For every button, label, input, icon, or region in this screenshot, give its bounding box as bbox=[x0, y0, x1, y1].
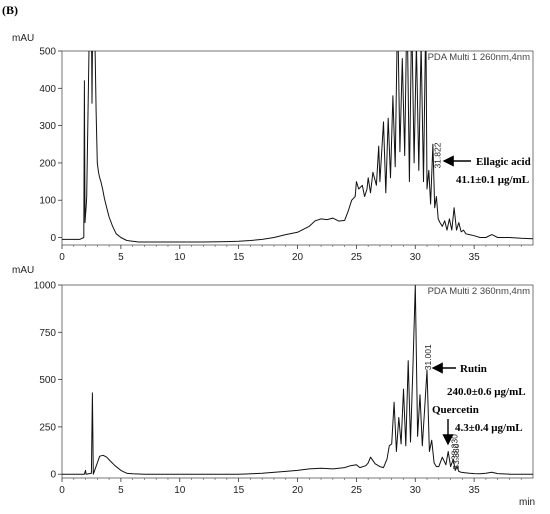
peak-label: 33.230 bbox=[449, 434, 459, 460]
chart-260nm: 0 100 200 300 400 500 0 5 10 15 20 25 30 35 mAU PDA Mul… bbox=[12, 33, 534, 263]
peak-label: 31.822 bbox=[433, 142, 443, 168]
x-tick-label: 20 bbox=[292, 485, 304, 496]
x-tick-label: 15 bbox=[233, 252, 245, 263]
x-tick-label: 20 bbox=[292, 252, 304, 263]
plot-frame bbox=[61, 284, 534, 479]
x-tick-label: 10 bbox=[174, 252, 186, 263]
detector-title: PDA Multi 1 260nm,4nm bbox=[428, 52, 531, 63]
x-tick-label: 0 bbox=[59, 485, 65, 496]
y-axis-unit: mAU bbox=[12, 265, 34, 276]
x-tick-label: 25 bbox=[351, 485, 363, 496]
panel-label: (B) bbox=[2, 3, 18, 17]
y-tick-label: 750 bbox=[39, 328, 56, 339]
y-axis-unit: mAU bbox=[12, 33, 34, 44]
plot-frame bbox=[61, 50, 534, 246]
x-tick-label: 5 bbox=[118, 485, 124, 496]
compound-concentration: 41.1±0.1 μg/mL bbox=[456, 174, 529, 186]
x-tick-label: 25 bbox=[351, 252, 363, 263]
compound-name: Quercetin bbox=[432, 404, 479, 416]
compound-name: Rutin bbox=[460, 363, 487, 375]
compound-concentration: 4.3±0.4 μg/mL bbox=[455, 422, 523, 434]
chromatogram-trace bbox=[62, 285, 533, 475]
x-tick-label: 5 bbox=[118, 252, 124, 263]
x-tick-label: 30 bbox=[410, 485, 422, 496]
y-tick-label: 500 bbox=[39, 47, 56, 58]
y-tick-label: 0 bbox=[50, 233, 56, 244]
y-tick-label: 1000 bbox=[34, 281, 57, 292]
x-tick-label: 35 bbox=[469, 485, 481, 496]
peak-label: 31.001 bbox=[423, 344, 433, 370]
peak-label: 33.380 bbox=[451, 443, 461, 469]
detector-title: PDA Multi 2 360nm,4nm bbox=[428, 286, 531, 297]
y-tick-label: 100 bbox=[39, 196, 56, 207]
chart-360nm: 0 250 500 750 1000 0 5 10 15 20 25 30 35 mAU min PDA Mu… bbox=[12, 265, 535, 508]
y-tick-label: 250 bbox=[39, 422, 56, 433]
x-axis-unit: min bbox=[519, 497, 535, 508]
x-tick-label: 15 bbox=[233, 485, 245, 496]
chromatogram-trace bbox=[62, 51, 533, 243]
compound-name: Ellagic acid bbox=[476, 156, 531, 168]
x-tick-label: 30 bbox=[410, 252, 422, 263]
y-tick-label: 500 bbox=[39, 375, 56, 386]
y-tick-label: 400 bbox=[39, 84, 56, 95]
x-tick-label: 0 bbox=[59, 252, 65, 263]
x-tick-label: 35 bbox=[469, 252, 481, 263]
compound-concentration: 240.0±0.6 μg/mL bbox=[447, 386, 526, 398]
y-tick-label: 300 bbox=[39, 121, 56, 132]
y-tick-label: 0 bbox=[50, 470, 56, 481]
y-tick-label: 200 bbox=[39, 158, 56, 169]
x-tick-label: 10 bbox=[174, 485, 186, 496]
